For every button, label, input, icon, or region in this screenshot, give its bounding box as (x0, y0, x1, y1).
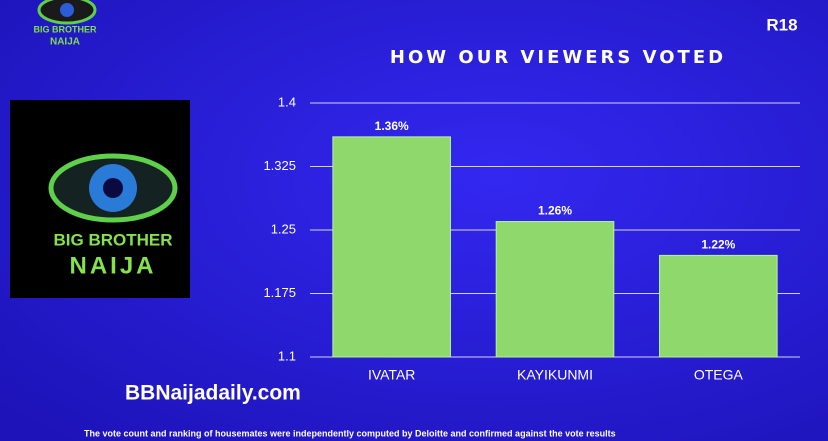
x-tick-label: KAYIKUNMI (517, 367, 593, 383)
y-tick-label: 1.325 (263, 158, 296, 173)
bar (659, 254, 778, 358)
y-tick-label: 1.1 (278, 348, 296, 363)
footnote: The vote count and ranking of housemates… (84, 428, 616, 438)
y-tick-label: 1.4 (278, 94, 296, 109)
x-tick-label: IVATAR (368, 367, 415, 383)
value-label: 1.26% (538, 204, 572, 218)
logo-top: BIG BROTHER (54, 230, 173, 249)
bar (495, 221, 615, 358)
value-label: 1.22% (701, 238, 735, 252)
corner-logo-bottom: NAIJA (50, 37, 80, 48)
value-label: 1.36% (375, 119, 409, 133)
bar (332, 136, 451, 358)
watermark: BBNaijadaily.com (125, 382, 301, 405)
y-tick-label: 1.175 (263, 285, 296, 300)
x-tick-label: OTEGA (694, 367, 744, 383)
logo: BIG BROTHER NAIJA (10, 100, 190, 298)
logo-bottom: NAIJA (69, 252, 156, 279)
y-tick-label: 1.25 (271, 221, 296, 236)
chart-title: HOW OUR VIEWERS VOTED (390, 47, 726, 68)
corner-logo: BIG BROTHER NAIJA (34, 0, 98, 48)
rating: R18 (766, 15, 797, 34)
corner-logo-top: BIG BROTHER (34, 24, 98, 34)
